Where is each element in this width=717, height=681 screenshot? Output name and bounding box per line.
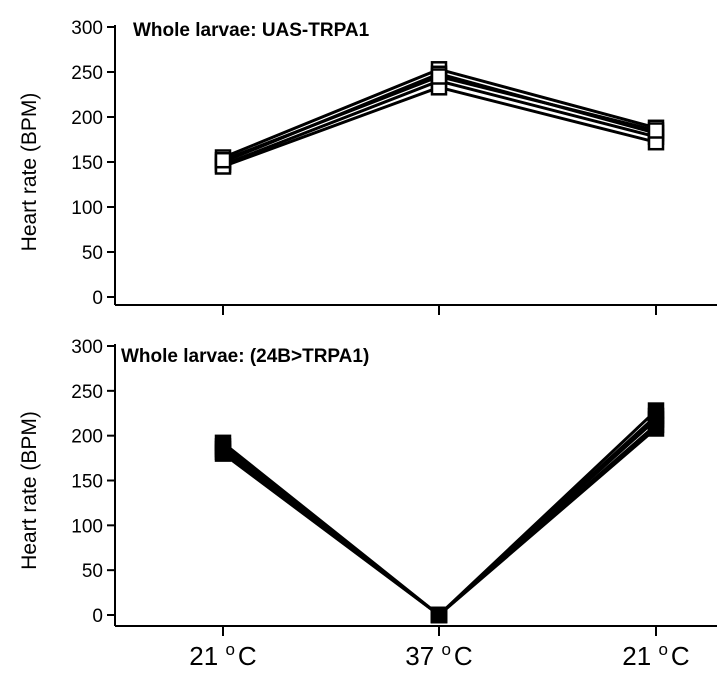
panel-title: Whole larvae: UAS-TRPA1 [133,20,370,41]
series-2 [214,411,665,624]
series-1 [214,407,665,624]
y-tick-label: 150 [71,153,103,174]
x-label-unit: C [454,641,473,671]
data-point-marker [647,122,665,139]
series-line [222,418,658,617]
series-0 [214,402,665,624]
series-4 [214,68,665,169]
panel-bottom: 0 50 100 150 200 250 300 Heart rate (BPM) Whole … [18,337,717,636]
y-tick-label: 0 [92,606,103,627]
data-point-marker [430,68,448,85]
y-tick-label: 0 [92,288,103,309]
series-3 [214,79,665,175]
y-tick-label: 100 [71,516,103,537]
panel-top: 0 50 100 150 200 250 300 Heart rate (BPM) Whole … [18,18,717,315]
x-label-unit: C [238,641,257,671]
y-tick-label: 250 [71,382,103,403]
series-line [222,427,657,617]
y-axis-title: Heart rate (BPM) [18,411,41,570]
y-axis-title: Heart rate (BPM) [18,93,41,252]
x-label-degree: o [225,640,234,659]
y-tick-label: 50 [82,243,103,264]
x-label-degree: o [658,640,667,659]
y-tick-label: 50 [82,561,103,582]
data-point-marker [647,420,665,437]
x-label-number: 37 [405,641,441,671]
data-point-marker [430,606,448,624]
y-tick-label: 200 [71,427,103,448]
y-tick-label: 100 [71,198,103,219]
y-tick-label: 300 [71,337,103,358]
x-label-degree: o [441,640,450,659]
series-line [222,414,658,617]
data-point-marker [214,445,232,462]
series-4 [214,420,665,624]
y-tick-label: 200 [71,108,103,129]
series-line [222,85,657,168]
y-tick-label: 150 [71,472,103,493]
x-label-number: 21 [189,641,225,671]
y-tick-label: 300 [71,18,103,39]
series-3 [214,416,665,624]
x-label-unit: C [671,641,690,671]
panel-title: Whole larvae: (24B>TRPA1) [121,346,369,367]
data-point-marker [214,151,232,169]
series-line [222,423,657,617]
y-tick-label: 250 [71,63,103,84]
x-label-number: 21 [622,641,658,671]
series-line [222,409,658,617]
